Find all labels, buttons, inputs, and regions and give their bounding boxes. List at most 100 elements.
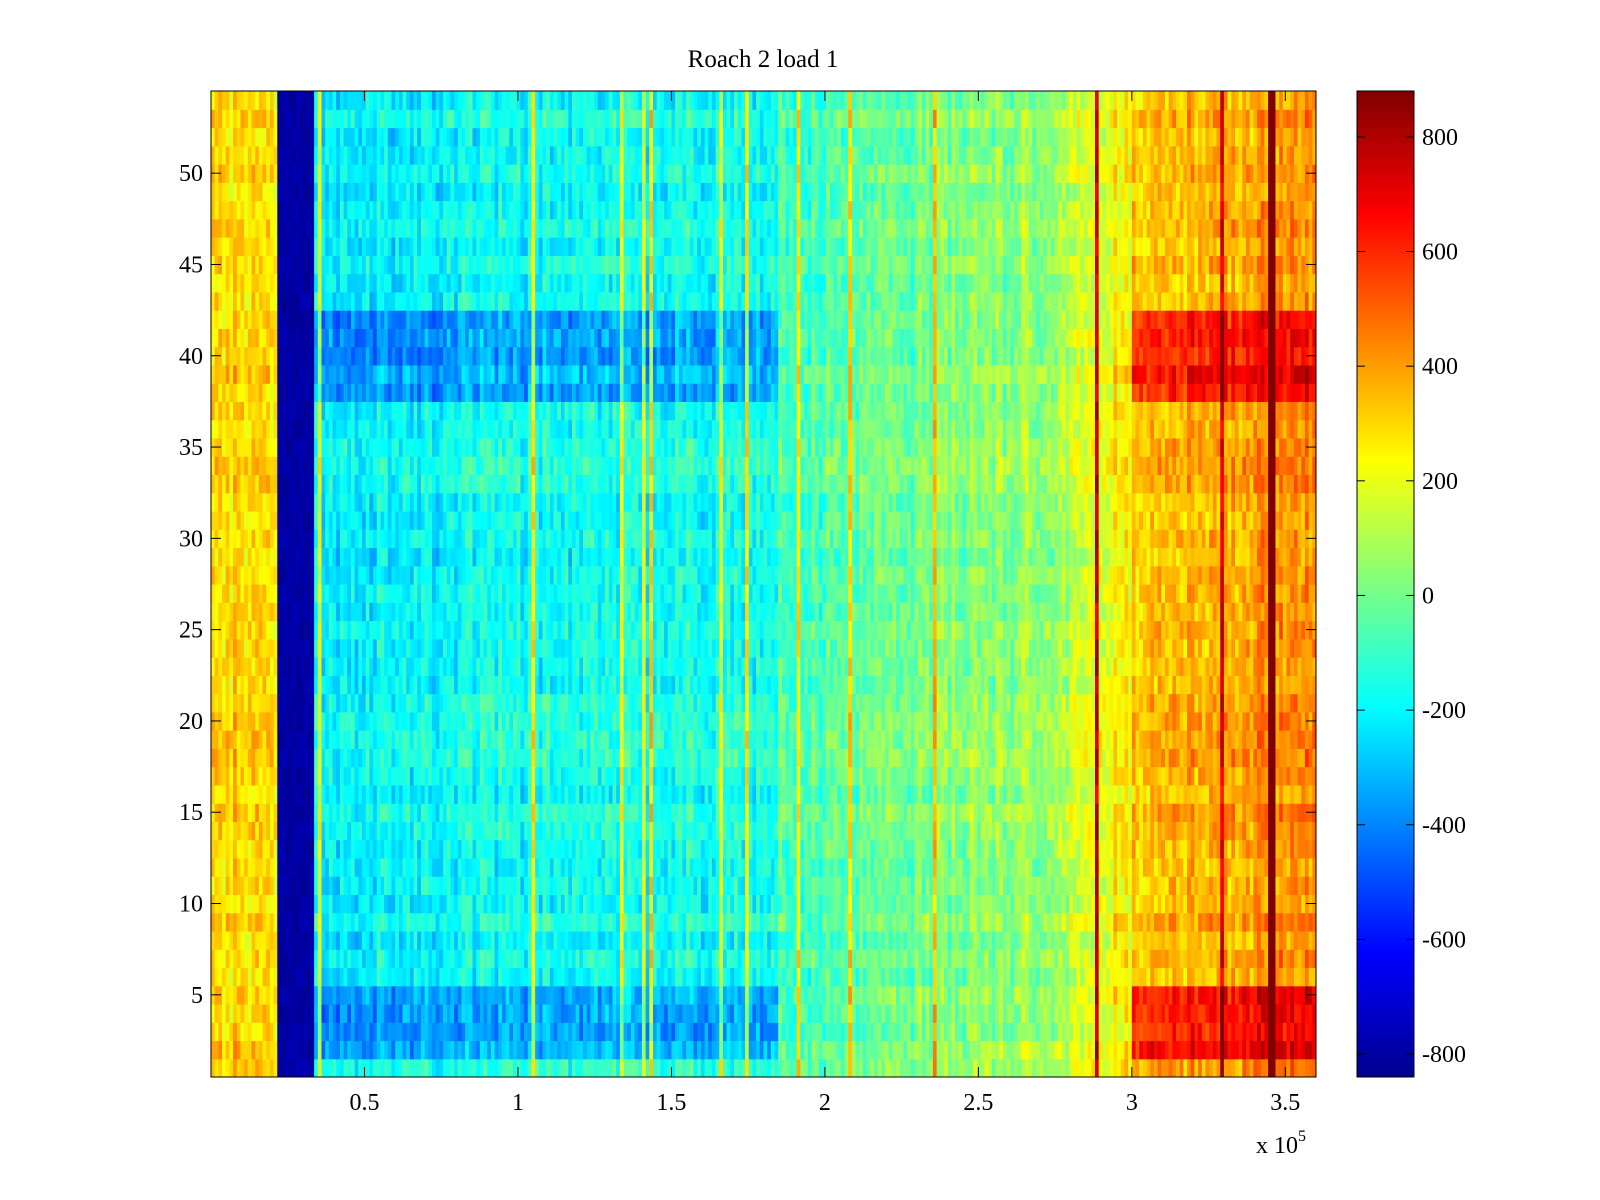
heatmap-cell	[973, 839, 978, 859]
heatmap-cell	[826, 876, 831, 896]
heatmap-cell	[763, 857, 768, 877]
heatmap-cell	[1139, 784, 1144, 804]
heatmap-cell	[866, 857, 871, 877]
heatmap-cell	[781, 985, 787, 1005]
heatmap-cell	[1271, 784, 1277, 804]
heatmap-cell	[1102, 930, 1107, 950]
heatmap-cell	[1106, 821, 1111, 841]
heatmap-cell	[1194, 912, 1199, 932]
heatmap-cell	[450, 876, 455, 896]
heatmap-cell	[862, 930, 868, 950]
heatmap-cell	[955, 949, 960, 969]
heatmap-cell	[995, 912, 1000, 932]
heatmap-cell	[818, 1003, 824, 1023]
heatmap-cell	[759, 766, 765, 786]
heatmap-cell	[347, 821, 352, 841]
heatmap-cell	[719, 821, 724, 841]
heatmap-cell	[903, 985, 908, 1005]
heatmap-cell	[376, 839, 382, 859]
heatmap-cell	[325, 985, 330, 1005]
heatmap-cell	[1102, 894, 1107, 914]
heatmap-cell	[888, 1040, 894, 1060]
heatmap-cell	[991, 1003, 997, 1023]
heatmap-cell	[1257, 912, 1262, 932]
heatmap-cell	[1179, 930, 1184, 950]
heatmap-cell	[1264, 803, 1269, 822]
heatmap-cell	[896, 784, 901, 804]
heatmap-cell	[1131, 784, 1137, 804]
heatmap-cell	[553, 821, 558, 841]
heatmap-cell	[848, 930, 853, 950]
heatmap-cell	[553, 839, 558, 859]
heatmap-cell	[1032, 784, 1037, 804]
heatmap-cell	[947, 839, 952, 859]
heatmap-cell	[1234, 985, 1240, 1005]
heatmap-cell	[354, 930, 359, 950]
heatmap-cell	[792, 839, 798, 859]
heatmap-cell	[347, 784, 352, 804]
heatmap-cell	[686, 930, 691, 950]
heatmap-cell	[1131, 985, 1137, 1005]
heatmap-cell	[406, 912, 411, 932]
heatmap-cell	[715, 1058, 720, 1077]
heatmap-cell	[1257, 985, 1262, 1005]
heatmap-cell	[605, 967, 610, 987]
heatmap-cell	[1257, 894, 1262, 914]
heatmap-cell	[233, 912, 238, 932]
heatmap-cell	[1268, 821, 1273, 841]
heatmap-cell	[483, 1003, 488, 1023]
heatmap-cell	[549, 1003, 555, 1023]
heatmap-cell	[314, 803, 319, 822]
heatmap-cell	[686, 949, 691, 969]
heatmap-cell	[918, 894, 923, 914]
heatmap-cell	[1216, 894, 1221, 914]
heatmap-cell	[273, 1058, 278, 1077]
heatmap-cell	[487, 839, 492, 859]
heatmap-cell	[1190, 1022, 1196, 1042]
heatmap-cell	[925, 784, 930, 804]
heatmap-cell	[907, 821, 912, 841]
heatmap-cell	[855, 839, 860, 859]
heatmap-cell	[332, 857, 337, 877]
heatmap-cell	[1017, 967, 1022, 987]
heatmap-cell	[1209, 894, 1214, 914]
heatmap-cell	[885, 876, 890, 896]
heatmap-cell	[1212, 985, 1218, 1005]
heatmap-cell	[317, 1003, 323, 1023]
heatmap-cell	[914, 766, 919, 786]
heatmap-cell	[1117, 784, 1122, 804]
heatmap-cell	[553, 857, 558, 877]
heatmap-cell	[1187, 985, 1192, 1005]
heatmap-cell	[384, 821, 389, 841]
heatmap-cell	[1253, 821, 1258, 841]
heatmap-cell	[1109, 985, 1115, 1005]
heatmap-cell	[277, 803, 282, 822]
heatmap-cell	[439, 1040, 444, 1060]
heatmap-cell	[903, 784, 908, 804]
heatmap-cell	[494, 839, 499, 859]
heatmap-cell	[822, 876, 827, 896]
heatmap-cell	[1198, 930, 1203, 950]
heatmap-cell	[899, 839, 905, 859]
heatmap-cell	[1308, 930, 1313, 950]
heatmap-cell	[211, 839, 216, 859]
heatmap-cell	[907, 949, 912, 969]
heatmap-cell	[1238, 949, 1243, 969]
heatmap-cell	[1168, 1040, 1173, 1060]
heatmap-cell	[907, 1040, 912, 1060]
heatmap-cell	[505, 1022, 510, 1042]
heatmap-cell	[885, 967, 890, 987]
heatmap-cell	[1087, 857, 1092, 877]
heatmap-cell	[918, 930, 923, 950]
heatmap-cell	[722, 949, 728, 969]
heatmap-cell	[619, 930, 625, 950]
heatmap-cell	[678, 784, 684, 804]
heatmap-cell	[789, 967, 794, 987]
heatmap-cell	[1297, 803, 1302, 822]
heatmap-cell	[229, 1058, 234, 1077]
heatmap-cell	[251, 857, 256, 877]
heatmap-cell	[1234, 821, 1240, 841]
heatmap-cell	[697, 784, 702, 804]
heatmap-cell	[874, 949, 879, 969]
